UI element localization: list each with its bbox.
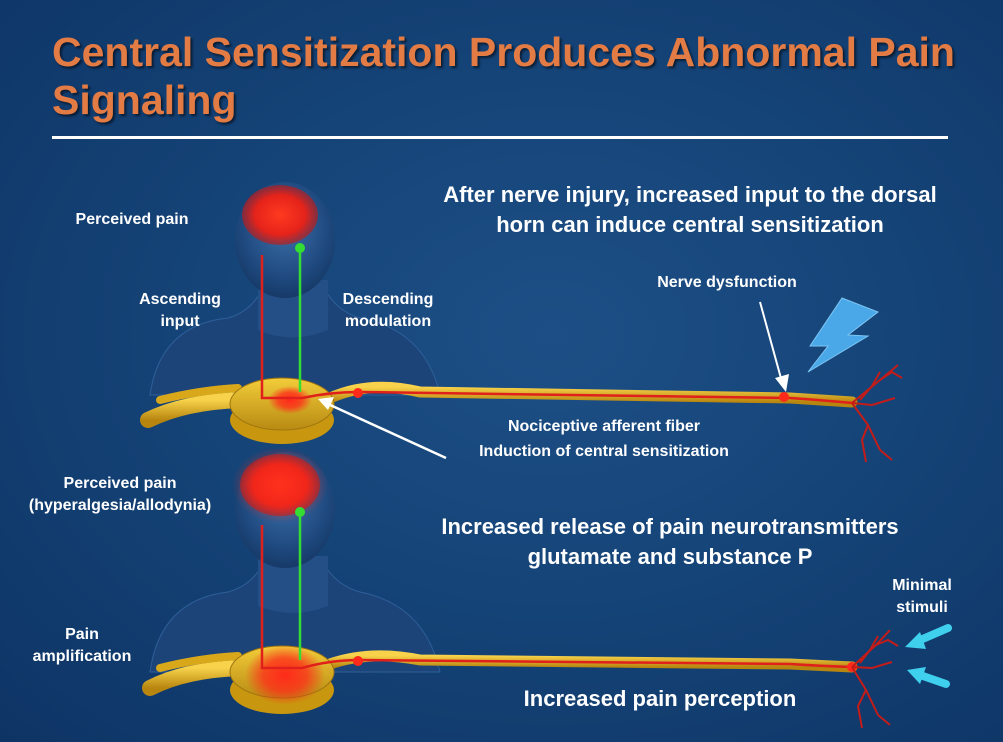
top-cord-glow: [268, 386, 312, 414]
top-dysfunction-node: [779, 392, 789, 402]
top-ganglion-node: [353, 388, 363, 398]
top-heading-line2: horn can induce central sensitization: [496, 212, 884, 237]
induction-arrowhead-icon: [318, 397, 334, 410]
bottom-cord-glow: [245, 645, 325, 705]
stimulus-arrowhead-upper-icon: [905, 632, 926, 649]
bottom-nerve-left: [142, 660, 248, 696]
lightning-bolt-icon: [807, 297, 880, 373]
title-divider: [52, 136, 948, 139]
pain-amplification-label: Pain amplification: [20, 624, 144, 668]
bottom-brain-glow: [232, 447, 328, 523]
induction-arrow-line: [327, 402, 447, 460]
top-descending-node: [295, 243, 305, 253]
bottom-perceived-pain-label: Perceived pain (hyperalgesia/allodynia): [4, 473, 236, 517]
induction-label: Induction of central sensitization: [479, 443, 729, 460]
increased-perception-label: Increased pain perception: [523, 686, 797, 711]
minimal-stimuli-label: Minimal stimuli: [880, 575, 964, 619]
top-nerve-endings: [851, 364, 903, 463]
nerve-dysfunction-arrowhead-icon: [775, 374, 789, 392]
bottom-figure: [142, 447, 952, 729]
top-perceived-pain-label: Perceived pain: [75, 211, 189, 228]
top-descending-label: Descending modulation: [328, 289, 448, 333]
descending-line2: modulation: [344, 313, 432, 330]
ascending-line1: Ascending: [139, 291, 221, 308]
ascending-line2: input: [160, 313, 200, 330]
bottom-perceived-pain-line2: (hyperalgesia/allodynia): [28, 497, 212, 514]
top-brain: [242, 185, 318, 245]
top-nerve-left: [140, 392, 248, 428]
top-ascending-label: Ascending input: [120, 289, 240, 333]
bottom-ganglion-node: [353, 656, 363, 666]
page-title: Central Sensitization Produces Abnormal …: [52, 29, 955, 123]
stimulus-arrowhead-lower-icon: [907, 667, 926, 684]
minimal-line2: stimuli: [896, 599, 948, 616]
stimulus-arrows: [905, 624, 952, 688]
top-heading: After nerve injury, increased input to t…: [400, 180, 980, 240]
pain-amplification-line2: amplification: [32, 648, 132, 665]
descending-line1: Descending: [342, 291, 434, 308]
nerve-dysfunction-label: Nerve dysfunction: [657, 274, 797, 291]
bottom-nerve-left-root: [156, 652, 242, 672]
bottom-heading: Increased release of pain neurotransmitt…: [395, 512, 945, 572]
nociceptive-fiber-label: Nociceptive afferent fiber: [507, 418, 701, 435]
bottom-nerve-endings: [851, 629, 899, 729]
bottom-perceived-pain-line1: Perceived pain: [63, 475, 177, 492]
pain-amplification-line1: Pain: [65, 626, 99, 643]
stimulus-arrow-upper-icon: [914, 624, 952, 645]
bottom-neck: [258, 556, 328, 613]
nerve-dysfunction-arrow-line: [759, 301, 783, 383]
bottom-heading-line1: Increased release of pain neurotransmitt…: [441, 514, 899, 539]
bottom-descending-node: [295, 507, 305, 517]
minimal-line1: Minimal: [892, 577, 952, 594]
top-nerve-left-root: [156, 384, 242, 404]
bottom-heading-line2: glutamate and substance P: [527, 544, 813, 569]
top-heading-line1: After nerve injury, increased input to t…: [443, 182, 937, 207]
stimulus-arrow-lower-icon: [916, 671, 950, 688]
top-figure: [140, 182, 903, 463]
